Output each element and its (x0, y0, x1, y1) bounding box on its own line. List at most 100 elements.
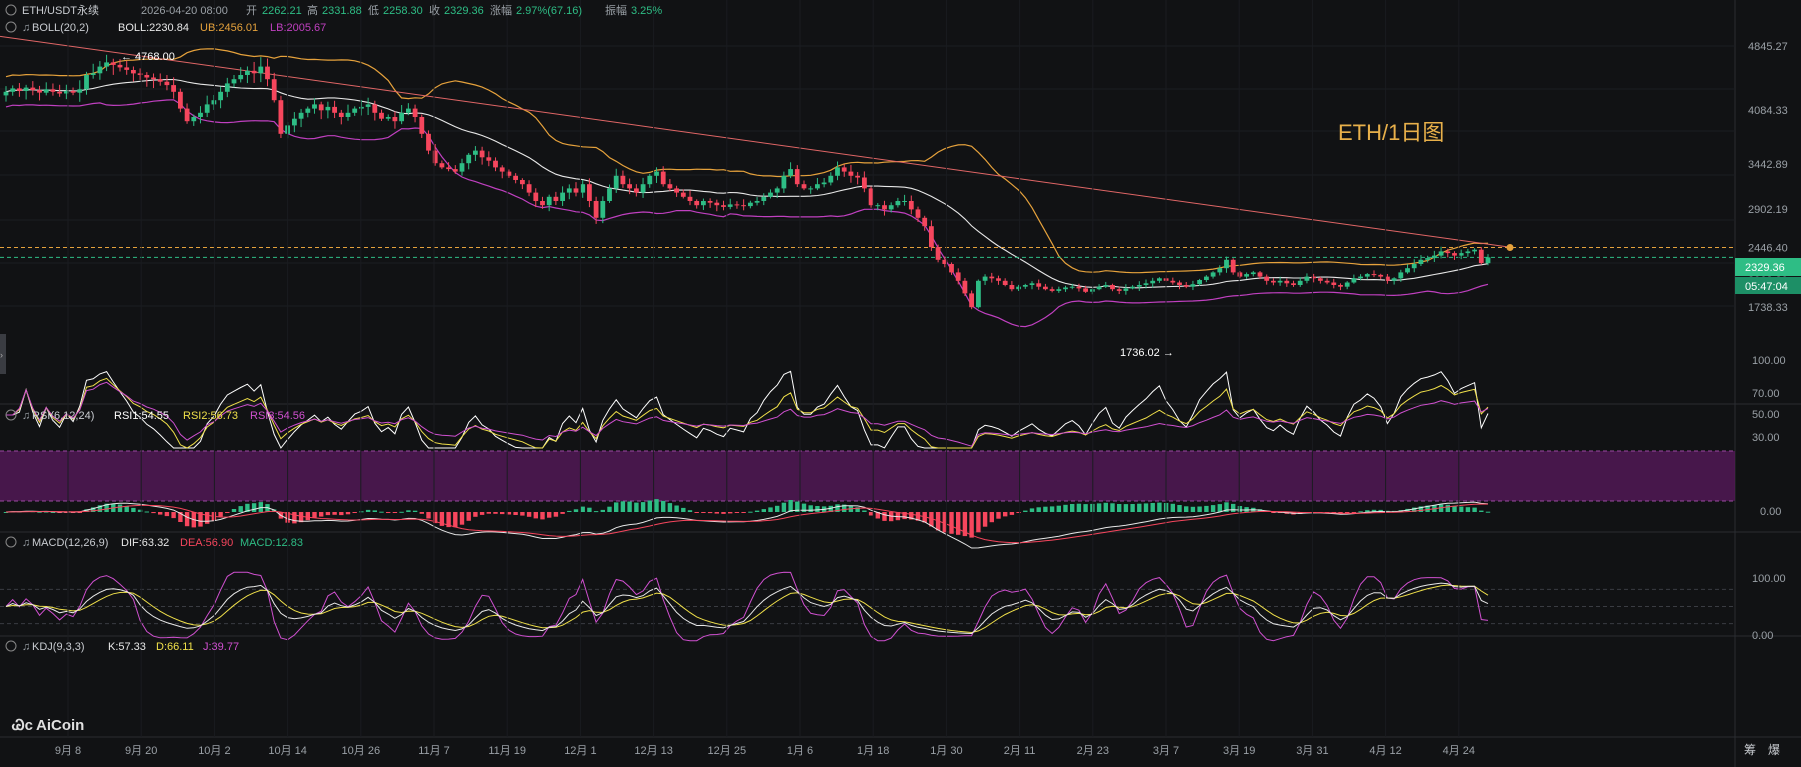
candle-body[interactable] (841, 167, 847, 172)
candle-body[interactable] (332, 106, 337, 113)
candle-body[interactable] (955, 272, 961, 281)
candle-body[interactable] (1264, 276, 1270, 281)
candle-body[interactable] (164, 81, 170, 86)
candle-body[interactable] (1391, 278, 1397, 281)
candle-body[interactable] (473, 150, 478, 155)
candle-body[interactable] (1291, 283, 1296, 285)
candle-body[interactable] (1136, 285, 1142, 287)
candle-body[interactable] (198, 112, 203, 117)
candle-body[interactable] (647, 175, 653, 185)
candle-body[interactable] (1324, 280, 1330, 283)
candle-body[interactable] (1224, 259, 1229, 269)
candle-body[interactable] (1364, 274, 1370, 277)
candle-body[interactable] (1150, 280, 1156, 284)
candle-body[interactable] (57, 91, 62, 94)
candle-body[interactable] (513, 175, 518, 180)
candle-body[interactable] (271, 79, 277, 101)
candle-body[interactable] (674, 188, 679, 193)
candle-body[interactable] (768, 192, 773, 197)
candle-body[interactable] (942, 259, 948, 264)
candle-body[interactable] (902, 201, 907, 202)
candle-body[interactable] (1438, 251, 1444, 256)
candle-body[interactable] (848, 171, 854, 176)
candle-body[interactable] (1458, 253, 1464, 256)
candle-body[interactable] (157, 79, 163, 82)
candle-body[interactable] (1036, 283, 1042, 287)
candle-body[interactable] (238, 75, 244, 80)
candle-body[interactable] (385, 117, 391, 119)
candle-body[interactable] (593, 201, 599, 218)
candle-body[interactable] (338, 112, 344, 117)
candle-body[interactable] (828, 175, 834, 183)
candle-body[interactable] (929, 226, 934, 248)
candle-body[interactable] (996, 278, 1001, 281)
candle-body[interactable] (1297, 280, 1303, 285)
candle-body[interactable] (1244, 274, 1249, 277)
candle-body[interactable] (1217, 268, 1223, 273)
candle-body[interactable] (687, 196, 693, 201)
candle-body[interactable] (70, 91, 76, 93)
candle-body[interactable] (1311, 276, 1316, 279)
bell-icon[interactable]: ♫ (22, 641, 30, 653)
candle-body[interactable] (526, 184, 532, 193)
candle-body[interactable] (298, 112, 304, 119)
candle-body[interactable] (808, 188, 814, 190)
candle-body[interactable] (835, 167, 840, 176)
candle-body[interactable] (888, 205, 894, 210)
candle-body[interactable] (1157, 278, 1162, 281)
bell-icon[interactable]: ♫ (22, 22, 30, 34)
candle-body[interactable] (90, 73, 96, 75)
candle-body[interactable] (30, 87, 36, 91)
candle-body[interactable] (426, 133, 431, 151)
candle-body[interactable] (1204, 276, 1209, 280)
candle-body[interactable] (1277, 280, 1283, 283)
candle-body[interactable] (1478, 249, 1484, 264)
candle-body[interactable] (1250, 272, 1256, 275)
candle-body[interactable] (3, 91, 9, 96)
candle-body[interactable] (43, 89, 49, 93)
candle-body[interactable] (1304, 276, 1310, 281)
candle-body[interactable] (546, 196, 552, 206)
collapse-icon[interactable] (5, 640, 17, 652)
candle-body[interactable] (486, 157, 492, 161)
candle-body[interactable] (1143, 283, 1149, 285)
candle-body[interactable] (1076, 286, 1082, 289)
candle-body[interactable] (1418, 259, 1424, 264)
candle-body[interactable] (178, 91, 183, 109)
candle-body[interactable] (1177, 282, 1182, 286)
candle-body[interactable] (97, 66, 103, 74)
candle-body[interactable] (701, 201, 706, 206)
candle-body[interactable] (251, 70, 257, 74)
collapse-icon[interactable] (5, 536, 17, 548)
candle-body[interactable] (862, 177, 867, 189)
collapse-icon[interactable] (5, 21, 17, 33)
candle-body[interactable] (781, 175, 787, 189)
candle-body[interactable] (560, 192, 565, 201)
candle-body[interactable] (520, 180, 525, 185)
candle-body[interactable] (412, 108, 418, 117)
candle-body[interactable] (1344, 282, 1350, 287)
candle-body[interactable] (1472, 249, 1477, 252)
candle-body[interactable] (345, 112, 351, 117)
candle-body[interactable] (204, 104, 210, 113)
candle-body[interactable] (553, 196, 559, 201)
candle-body[interactable] (1022, 285, 1028, 287)
candle-body[interactable] (640, 184, 646, 193)
candle-body[interactable] (392, 117, 398, 122)
candle-body[interactable] (245, 70, 250, 75)
candle-body[interactable] (1371, 274, 1377, 276)
candle-body[interactable] (660, 171, 666, 185)
candle-body[interactable] (365, 104, 371, 107)
candle-body[interactable] (64, 91, 69, 94)
candle-body[interactable] (935, 247, 941, 260)
candle-body[interactable] (399, 112, 404, 122)
candle-body[interactable] (439, 163, 445, 168)
candle-body[interactable] (855, 175, 860, 178)
candle-body[interactable] (969, 293, 974, 308)
candle-body[interactable] (1170, 280, 1176, 283)
candle-body[interactable] (406, 108, 411, 113)
candle-body[interactable] (1197, 280, 1202, 285)
candle-body[interactable] (23, 87, 29, 91)
candle-body[interactable] (265, 66, 270, 80)
